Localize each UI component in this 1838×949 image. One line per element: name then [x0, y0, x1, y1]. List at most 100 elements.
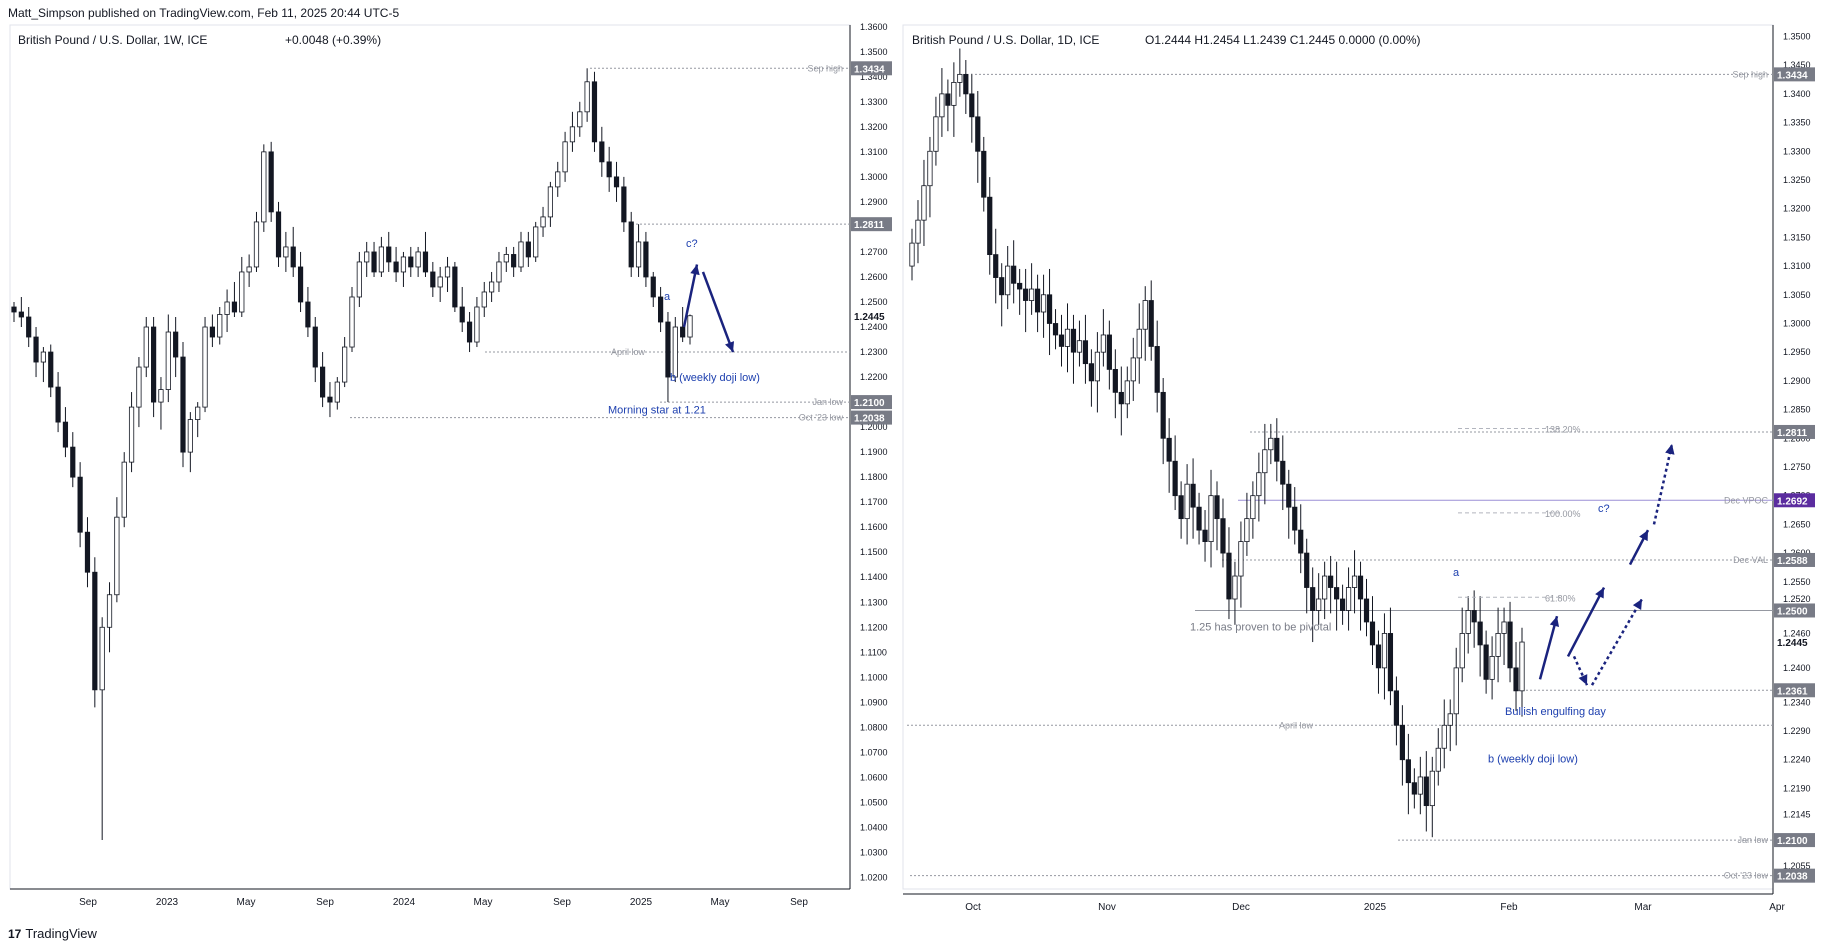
- candle-body: [1298, 529, 1304, 554]
- time-tick-label: Apr: [1769, 902, 1785, 913]
- price-tag-label: 1.2361: [1777, 686, 1808, 697]
- candle-body: [665, 321, 671, 378]
- candle-body: [1226, 552, 1232, 600]
- candle-body: [1196, 506, 1202, 531]
- candle-body: [1304, 552, 1310, 588]
- price-tag-label: 1.2100: [1777, 836, 1808, 847]
- candle-body: [342, 346, 348, 383]
- candle-body: [364, 251, 370, 263]
- fib-label: 61.80%: [1545, 593, 1576, 603]
- candle-body: [927, 150, 933, 187]
- candle-body: [1064, 328, 1071, 347]
- candle-body: [452, 266, 458, 308]
- candle-body: [1387, 633, 1394, 692]
- price-tick-label: 1.2460: [1783, 628, 1811, 638]
- candle-body: [1423, 776, 1429, 807]
- candle-body: [1417, 776, 1423, 795]
- daily-chart-title: British Pound / U.S. Dollar, 1D, ICE: [912, 33, 1099, 47]
- price-tick-label: 1.1600: [860, 522, 888, 532]
- candle-body: [253, 221, 260, 268]
- candle-body: [1453, 667, 1459, 715]
- price-tick-label: 1.3450: [1783, 60, 1811, 70]
- candle-body: [1345, 587, 1352, 611]
- candle-body: [658, 296, 664, 323]
- candle-body: [975, 116, 981, 152]
- solid-arrow: [1566, 586, 1606, 657]
- price-tick-label: 1.3200: [1783, 204, 1811, 214]
- candle-body: [1046, 294, 1053, 324]
- candle-body: [643, 241, 649, 278]
- candle-body: [1070, 328, 1077, 353]
- candle-body: [569, 126, 576, 143]
- price-tick-label: 1.3200: [860, 122, 888, 132]
- candle-body: [334, 381, 340, 403]
- price-tick-label: 1.2400: [860, 322, 888, 332]
- price-tick-label: 1.2290: [1783, 726, 1811, 736]
- fib-label: 100.00%: [1545, 509, 1581, 519]
- candle-body: [1023, 288, 1029, 301]
- candle-body: [1208, 495, 1214, 542]
- level-label: Sep high: [1732, 69, 1768, 79]
- candle-body: [1232, 575, 1238, 600]
- dotted-arrow: [1652, 443, 1674, 525]
- candle-body: [987, 196, 993, 255]
- candle-body: [547, 186, 553, 218]
- tradingview-footer: 17 TradingView: [8, 926, 97, 941]
- candle-body: [489, 281, 495, 293]
- candle-body: [957, 73, 963, 83]
- candle-body: [1411, 782, 1417, 795]
- candle-body: [356, 261, 362, 298]
- annotation-a: a: [1453, 567, 1460, 579]
- candle-body: [1292, 506, 1298, 531]
- price-tag-label: 1.2500: [1777, 606, 1808, 617]
- price-tick-label: 1.3500: [860, 47, 888, 57]
- candle-body: [1160, 391, 1166, 439]
- candle-body: [969, 93, 975, 118]
- price-tick-label: 1.3500: [1783, 31, 1811, 41]
- weekly-change: +0.0048 (+0.39%): [285, 33, 381, 47]
- level-label: April low: [1279, 720, 1314, 730]
- time-tick-label: Nov: [1098, 902, 1116, 913]
- price-tick-label: 1.1400: [860, 572, 888, 582]
- price-tag-label: 1.3434: [854, 64, 885, 75]
- projection-arrow-down: [701, 271, 735, 353]
- candle-body: [1339, 598, 1346, 611]
- time-tick-label: Sep: [553, 897, 571, 908]
- annotation-c: c?: [1598, 503, 1610, 515]
- candle-body: [444, 266, 451, 278]
- candle-body: [1184, 483, 1190, 520]
- level-label: Jan low: [1737, 835, 1768, 845]
- candle-body: [496, 261, 502, 283]
- candle-body: [400, 256, 407, 273]
- price-tick-label: 1.2850: [1783, 405, 1811, 415]
- candle-body: [106, 594, 113, 628]
- candle-body: [1328, 575, 1334, 588]
- candle-body: [84, 531, 91, 573]
- candle-body: [466, 321, 473, 343]
- dotted-arrowhead: [1578, 674, 1588, 686]
- price-tick-label: 1.1000: [860, 672, 888, 682]
- candle-body: [320, 366, 326, 398]
- solid-arrowhead: [1639, 530, 1648, 542]
- annotation-pivotal: 1.25 has proven to be pivotal: [1190, 622, 1331, 634]
- candle-body: [1310, 587, 1316, 611]
- candle-body: [993, 254, 999, 278]
- level-label: Dec VAL: [1733, 555, 1768, 565]
- candle-body: [909, 242, 915, 267]
- time-tick-label: May: [474, 897, 493, 908]
- candle-body: [533, 226, 539, 258]
- annotation-morning-star: Morning star at 1.21: [608, 405, 706, 417]
- publisher-line: Matt_Simpson published on TradingView.co…: [8, 6, 400, 20]
- price-tag: [851, 395, 892, 410]
- candle-body: [1124, 380, 1130, 405]
- candle-body: [650, 276, 656, 298]
- candle-body: [327, 396, 333, 403]
- candle-body: [1465, 610, 1471, 634]
- candle-body: [1501, 621, 1507, 634]
- candle-body: [312, 326, 318, 368]
- candle-body: [1471, 610, 1477, 623]
- price-tag-label: 1.2811: [1777, 428, 1807, 439]
- price-tick-label: 1.0300: [860, 847, 888, 857]
- candle-body: [415, 251, 421, 268]
- candle-body: [1058, 334, 1065, 347]
